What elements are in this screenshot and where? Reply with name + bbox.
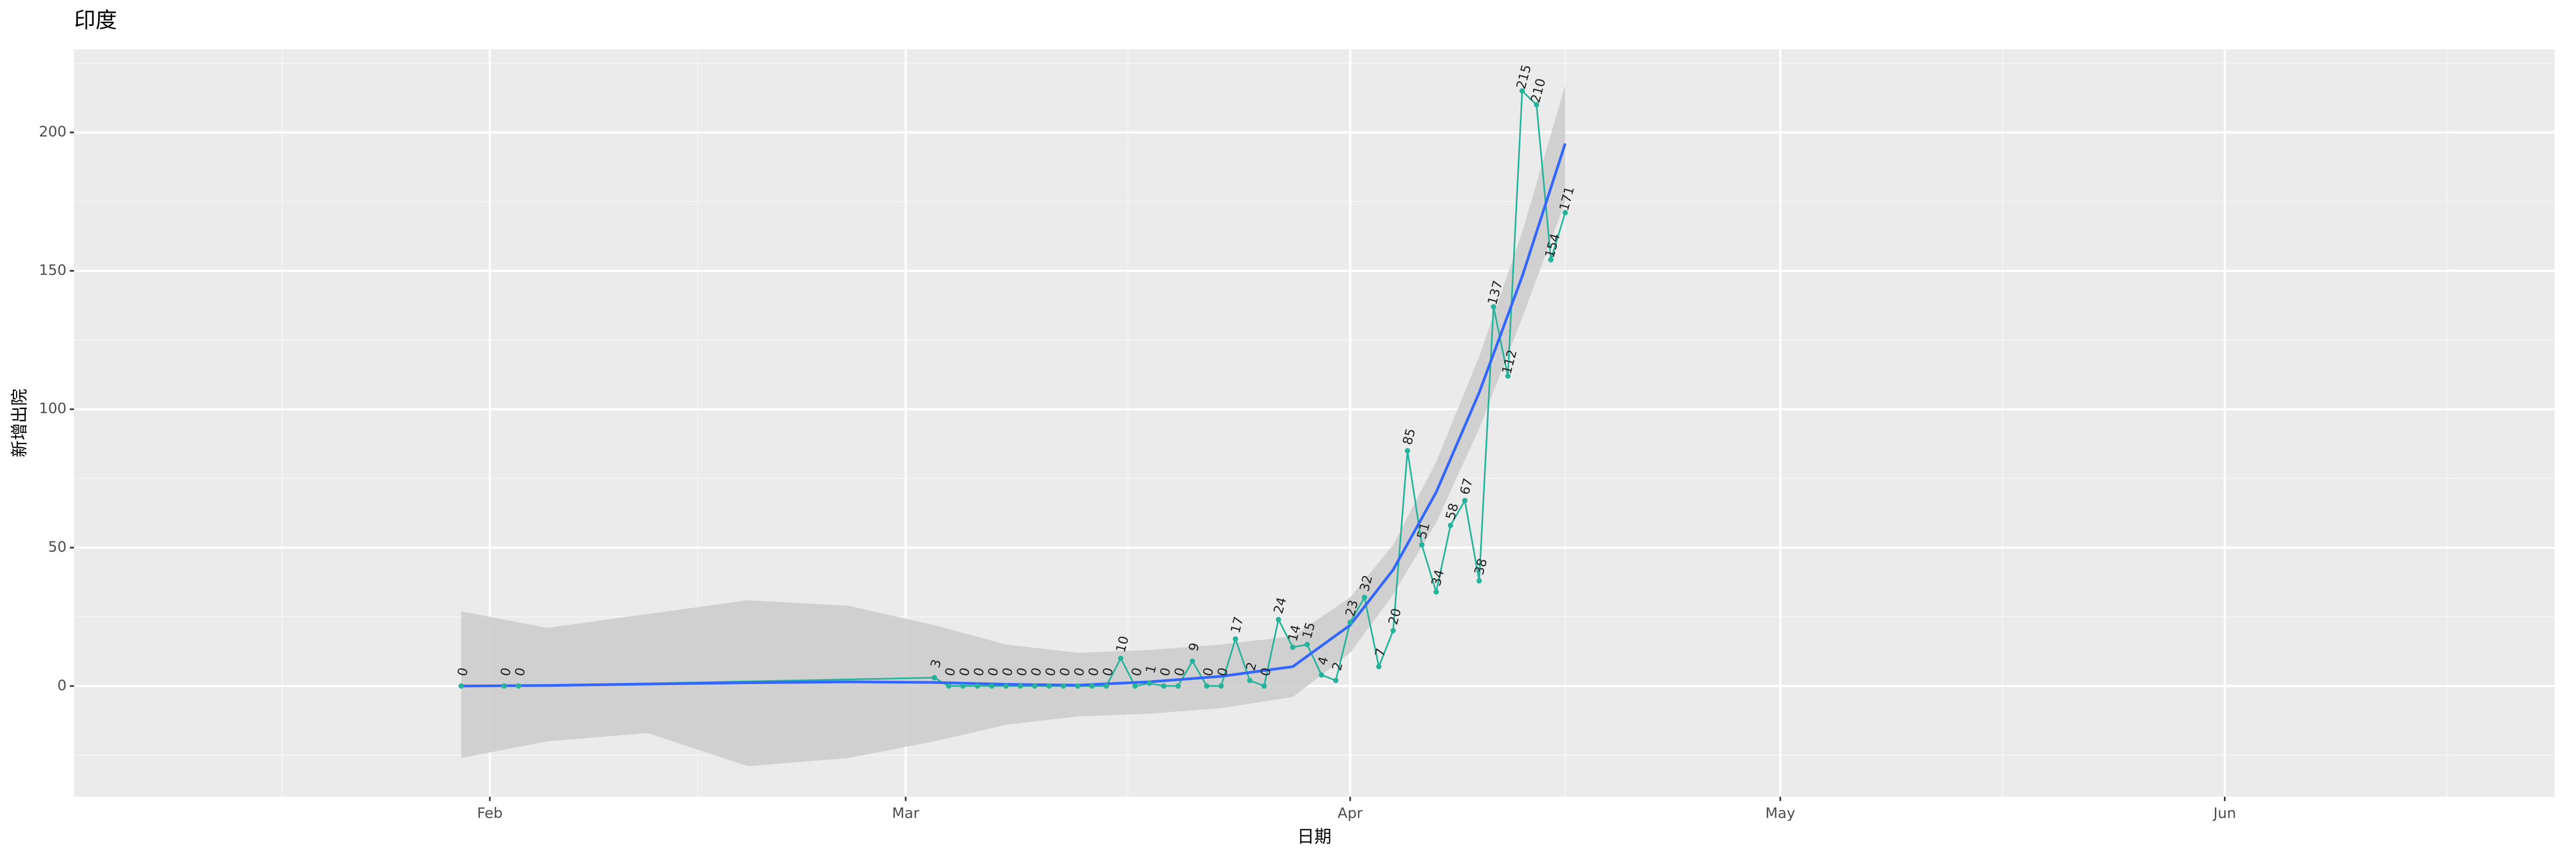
y-tick-label: 50 bbox=[48, 539, 67, 556]
data-label: 0 bbox=[956, 666, 973, 678]
data-point bbox=[1333, 678, 1339, 683]
y-tick-label: 100 bbox=[39, 401, 67, 417]
data-point bbox=[1390, 628, 1396, 634]
data-point bbox=[1476, 578, 1482, 584]
x-tick-label: May bbox=[1765, 805, 1795, 822]
data-label: 0 bbox=[1157, 666, 1174, 678]
data-point bbox=[1433, 589, 1439, 595]
data-point bbox=[1175, 683, 1181, 689]
data-label: 3 bbox=[928, 658, 945, 669]
data-label: 0 bbox=[1172, 666, 1188, 678]
data-point bbox=[1146, 680, 1152, 686]
x-tick-label: Mar bbox=[892, 805, 920, 822]
data-label: 0 bbox=[1129, 666, 1145, 678]
data-point bbox=[1103, 683, 1109, 689]
data-point bbox=[1218, 683, 1224, 689]
data-point bbox=[989, 683, 994, 689]
data-label: 0 bbox=[999, 666, 1016, 678]
x-tick-label: Feb bbox=[477, 805, 503, 822]
x-tick-label: Jun bbox=[2212, 805, 2236, 822]
data-point bbox=[1132, 683, 1138, 689]
data-point bbox=[1276, 617, 1282, 623]
data-label: 2 bbox=[1243, 660, 1260, 672]
y-axis-title: 新增出院 bbox=[9, 389, 30, 457]
data-point bbox=[458, 683, 464, 689]
plot-panel bbox=[74, 49, 2555, 797]
data-point bbox=[1319, 672, 1324, 678]
data-label: 0 bbox=[1042, 666, 1059, 678]
x-axis-title: 日期 bbox=[1297, 826, 1331, 847]
data-point bbox=[946, 683, 952, 689]
data-point bbox=[1519, 88, 1525, 94]
data-point bbox=[1247, 678, 1253, 683]
data-label: 4 bbox=[1315, 655, 1331, 667]
data-point bbox=[1204, 683, 1210, 689]
data-label: 0 bbox=[1214, 666, 1231, 678]
x-tick-label: Apr bbox=[1337, 805, 1363, 822]
data-label: 0 bbox=[1057, 666, 1073, 678]
data-label: 0 bbox=[1028, 666, 1045, 678]
y-tick-label: 0 bbox=[57, 677, 67, 694]
data-label: 0 bbox=[455, 666, 471, 678]
data-label: 2 bbox=[1329, 660, 1346, 672]
data-point bbox=[1562, 210, 1568, 216]
data-label: 0 bbox=[985, 666, 1001, 678]
data-point bbox=[1419, 542, 1425, 548]
data-label: 0 bbox=[1085, 666, 1102, 678]
data-point bbox=[1534, 102, 1540, 108]
data-point bbox=[1505, 373, 1511, 379]
confidence-band bbox=[461, 85, 1565, 767]
data-label: 0 bbox=[512, 666, 529, 678]
data-label: 1 bbox=[1143, 663, 1159, 675]
data-label: 0 bbox=[971, 666, 987, 678]
y-tick-label: 150 bbox=[39, 262, 67, 279]
data-point bbox=[1118, 656, 1124, 661]
data-point bbox=[1161, 683, 1167, 689]
data-point bbox=[1347, 620, 1353, 625]
data-point bbox=[1032, 683, 1038, 689]
data-point bbox=[516, 683, 522, 689]
data-label: 7 bbox=[1372, 646, 1389, 658]
data-point bbox=[1490, 304, 1496, 310]
data-point bbox=[1046, 683, 1052, 689]
data-point bbox=[1362, 594, 1367, 600]
y-tick-label: 200 bbox=[39, 123, 67, 140]
data-point bbox=[1548, 257, 1554, 263]
data-point bbox=[1261, 683, 1267, 689]
data-point bbox=[1060, 683, 1066, 689]
data-label: 0 bbox=[1014, 666, 1030, 678]
data-point bbox=[1189, 658, 1195, 664]
data-label: 0 bbox=[1200, 666, 1217, 678]
data-point bbox=[1304, 642, 1310, 647]
data-point bbox=[1018, 683, 1023, 689]
data-label: 0 bbox=[1100, 666, 1116, 678]
data-label: 0 bbox=[942, 666, 958, 678]
chart-title: 印度 bbox=[74, 8, 117, 33]
data-point bbox=[1003, 683, 1009, 689]
data-point bbox=[932, 675, 938, 681]
data-label: 0 bbox=[497, 666, 514, 678]
data-label: 9 bbox=[1185, 641, 1202, 653]
data-point bbox=[1233, 636, 1239, 642]
data-label: 0 bbox=[1257, 666, 1274, 678]
data-point bbox=[1290, 644, 1296, 650]
data-point bbox=[501, 683, 507, 689]
data-point bbox=[1089, 683, 1095, 689]
data-point bbox=[1075, 683, 1081, 689]
data-point bbox=[975, 683, 980, 689]
data-label: 0 bbox=[1071, 666, 1088, 678]
data-point bbox=[1447, 522, 1453, 528]
data-point bbox=[1462, 498, 1468, 504]
data-point bbox=[1376, 664, 1382, 669]
data-point bbox=[960, 683, 966, 689]
data-point bbox=[1404, 448, 1410, 454]
